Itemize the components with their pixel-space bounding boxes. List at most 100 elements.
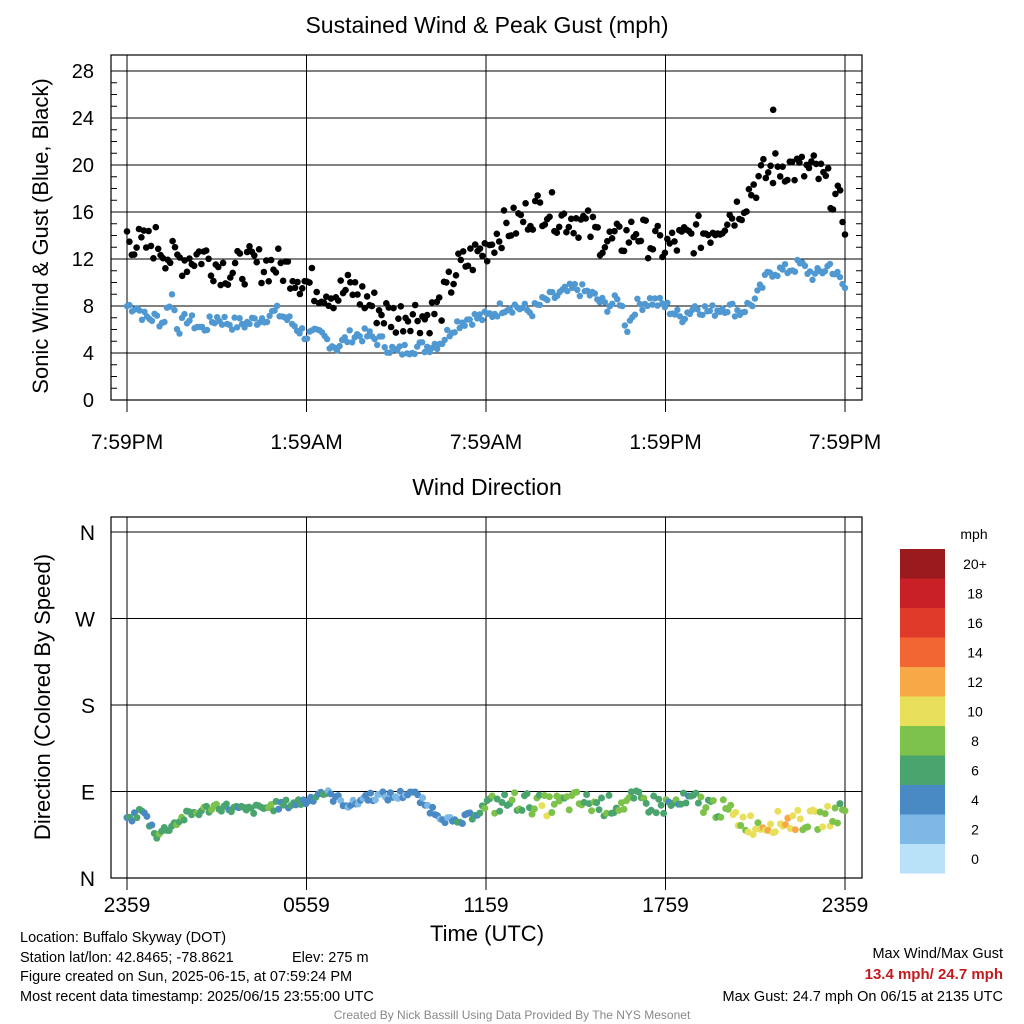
direction-chart-x-axis: 2359 0559 1159 1759 2359 xyxy=(104,894,869,917)
direction-point xyxy=(267,801,275,809)
peak-gust-point xyxy=(133,244,140,251)
wind-x-tick-label: 1:59PM xyxy=(629,431,701,454)
colorbar-label: 20+ xyxy=(963,556,987,572)
peak-gust-point xyxy=(241,281,248,288)
peak-gust-point xyxy=(147,242,155,250)
sustained-wind-point xyxy=(624,328,631,335)
sustained-wind-point xyxy=(644,302,651,309)
max-gust-point xyxy=(769,106,777,114)
sustained-wind-point xyxy=(401,341,408,349)
peak-gust-point xyxy=(608,235,616,242)
direction-chart-title: Wind Direction xyxy=(412,474,562,500)
direction-point xyxy=(583,791,591,798)
sustained-wind-point xyxy=(741,308,749,316)
sustained-wind-point xyxy=(591,290,598,297)
peak-gust-point xyxy=(275,245,282,252)
sustained-wind-point xyxy=(374,341,381,349)
peak-gust-point xyxy=(788,158,796,166)
peak-gust-point xyxy=(320,299,328,306)
direction-point xyxy=(824,802,832,810)
peak-gust-point xyxy=(784,176,791,184)
wind-chart-plot-area xyxy=(123,106,849,358)
peak-gust-point xyxy=(190,262,198,270)
sustained-wind-point xyxy=(396,343,403,350)
peak-gust-point xyxy=(407,327,414,335)
sustained-wind-point xyxy=(604,308,611,315)
direction-point xyxy=(148,821,156,829)
direction-point xyxy=(841,807,849,815)
sustained-wind-point xyxy=(781,261,789,268)
peak-gust-point xyxy=(832,190,839,198)
direction-point xyxy=(737,822,745,829)
direction-point xyxy=(476,809,484,817)
peak-gust-point xyxy=(397,303,405,310)
sustained-wind-point xyxy=(226,321,233,329)
peak-gust-point xyxy=(152,223,160,231)
sustained-wind-point xyxy=(434,345,441,353)
direction-point xyxy=(543,812,551,820)
direction-point xyxy=(222,800,230,808)
peak-gust-point xyxy=(219,259,227,267)
direction-y-tick-label: N xyxy=(80,522,95,545)
direction-point xyxy=(598,794,605,802)
colorbar-label: 4 xyxy=(971,792,979,808)
direction-point xyxy=(754,819,762,827)
peak-gust-point xyxy=(395,315,402,323)
peak-gust-point xyxy=(697,244,705,252)
sustained-wind-point xyxy=(834,268,841,276)
wind-y-tick-label: 0 xyxy=(83,390,94,412)
sustained-wind-point xyxy=(646,295,654,302)
direction-point xyxy=(573,788,581,796)
peak-gust-point xyxy=(447,289,455,296)
sustained-wind-point xyxy=(303,335,311,342)
peak-gust-point xyxy=(498,244,505,252)
wind-y-tick-label: 12 xyxy=(72,249,94,271)
colorbar-swatch xyxy=(900,578,945,608)
direction-point xyxy=(727,801,735,809)
sustained-wind-point xyxy=(298,325,306,332)
peak-gust-point xyxy=(272,269,280,276)
colorbar-label: 10 xyxy=(967,703,983,719)
sustained-wind-point xyxy=(694,306,701,313)
sustained-wind-point xyxy=(821,268,829,275)
direction-point xyxy=(275,805,283,813)
sustained-wind-point xyxy=(323,335,331,343)
direction-x-tick-label: 2359 xyxy=(822,894,869,917)
peak-gust-point xyxy=(186,255,193,262)
colorbar-label: 8 xyxy=(971,733,979,749)
sustained-wind-point xyxy=(176,330,183,337)
peak-gust-point xyxy=(294,278,301,286)
peak-gust-point xyxy=(176,254,184,261)
sustained-wind-point xyxy=(181,310,188,318)
footer-elevation: Elev: 275 m xyxy=(292,950,369,966)
sustained-wind-point xyxy=(186,317,193,324)
peak-gust-point xyxy=(351,279,359,286)
peak-gust-point xyxy=(805,164,813,172)
sustained-wind-point xyxy=(636,300,644,308)
peak-gust-point xyxy=(347,279,354,286)
peak-gust-point xyxy=(491,249,498,256)
direction-chart-y-label: Direction (Colored By Speed) xyxy=(30,554,55,840)
sustained-wind-point xyxy=(809,276,816,283)
peak-gust-point xyxy=(731,222,738,229)
peak-gust-point xyxy=(652,227,659,235)
peak-gust-point xyxy=(464,262,472,270)
peak-gust-point xyxy=(767,162,774,170)
sustained-wind-point xyxy=(476,311,483,318)
peak-gust-point xyxy=(512,230,520,237)
colorbar-label: 16 xyxy=(967,615,983,631)
sustained-wind-point xyxy=(496,300,503,307)
peak-gust-point xyxy=(251,252,258,259)
wind-chart-x-axis: 7:59PM 1:59AM 7:59AM 1:59PM 7:59PM xyxy=(91,431,881,454)
peak-gust-point xyxy=(690,250,697,257)
peak-gust-point xyxy=(195,248,203,255)
direction-point xyxy=(565,806,573,814)
peak-gust-point xyxy=(791,176,798,184)
peak-gust-point xyxy=(517,211,525,219)
direction-point xyxy=(642,799,650,807)
peak-gust-point xyxy=(575,234,582,241)
sustained-wind-point xyxy=(411,350,418,358)
sustained-wind-point xyxy=(649,301,656,308)
sustained-wind-point xyxy=(356,333,363,340)
